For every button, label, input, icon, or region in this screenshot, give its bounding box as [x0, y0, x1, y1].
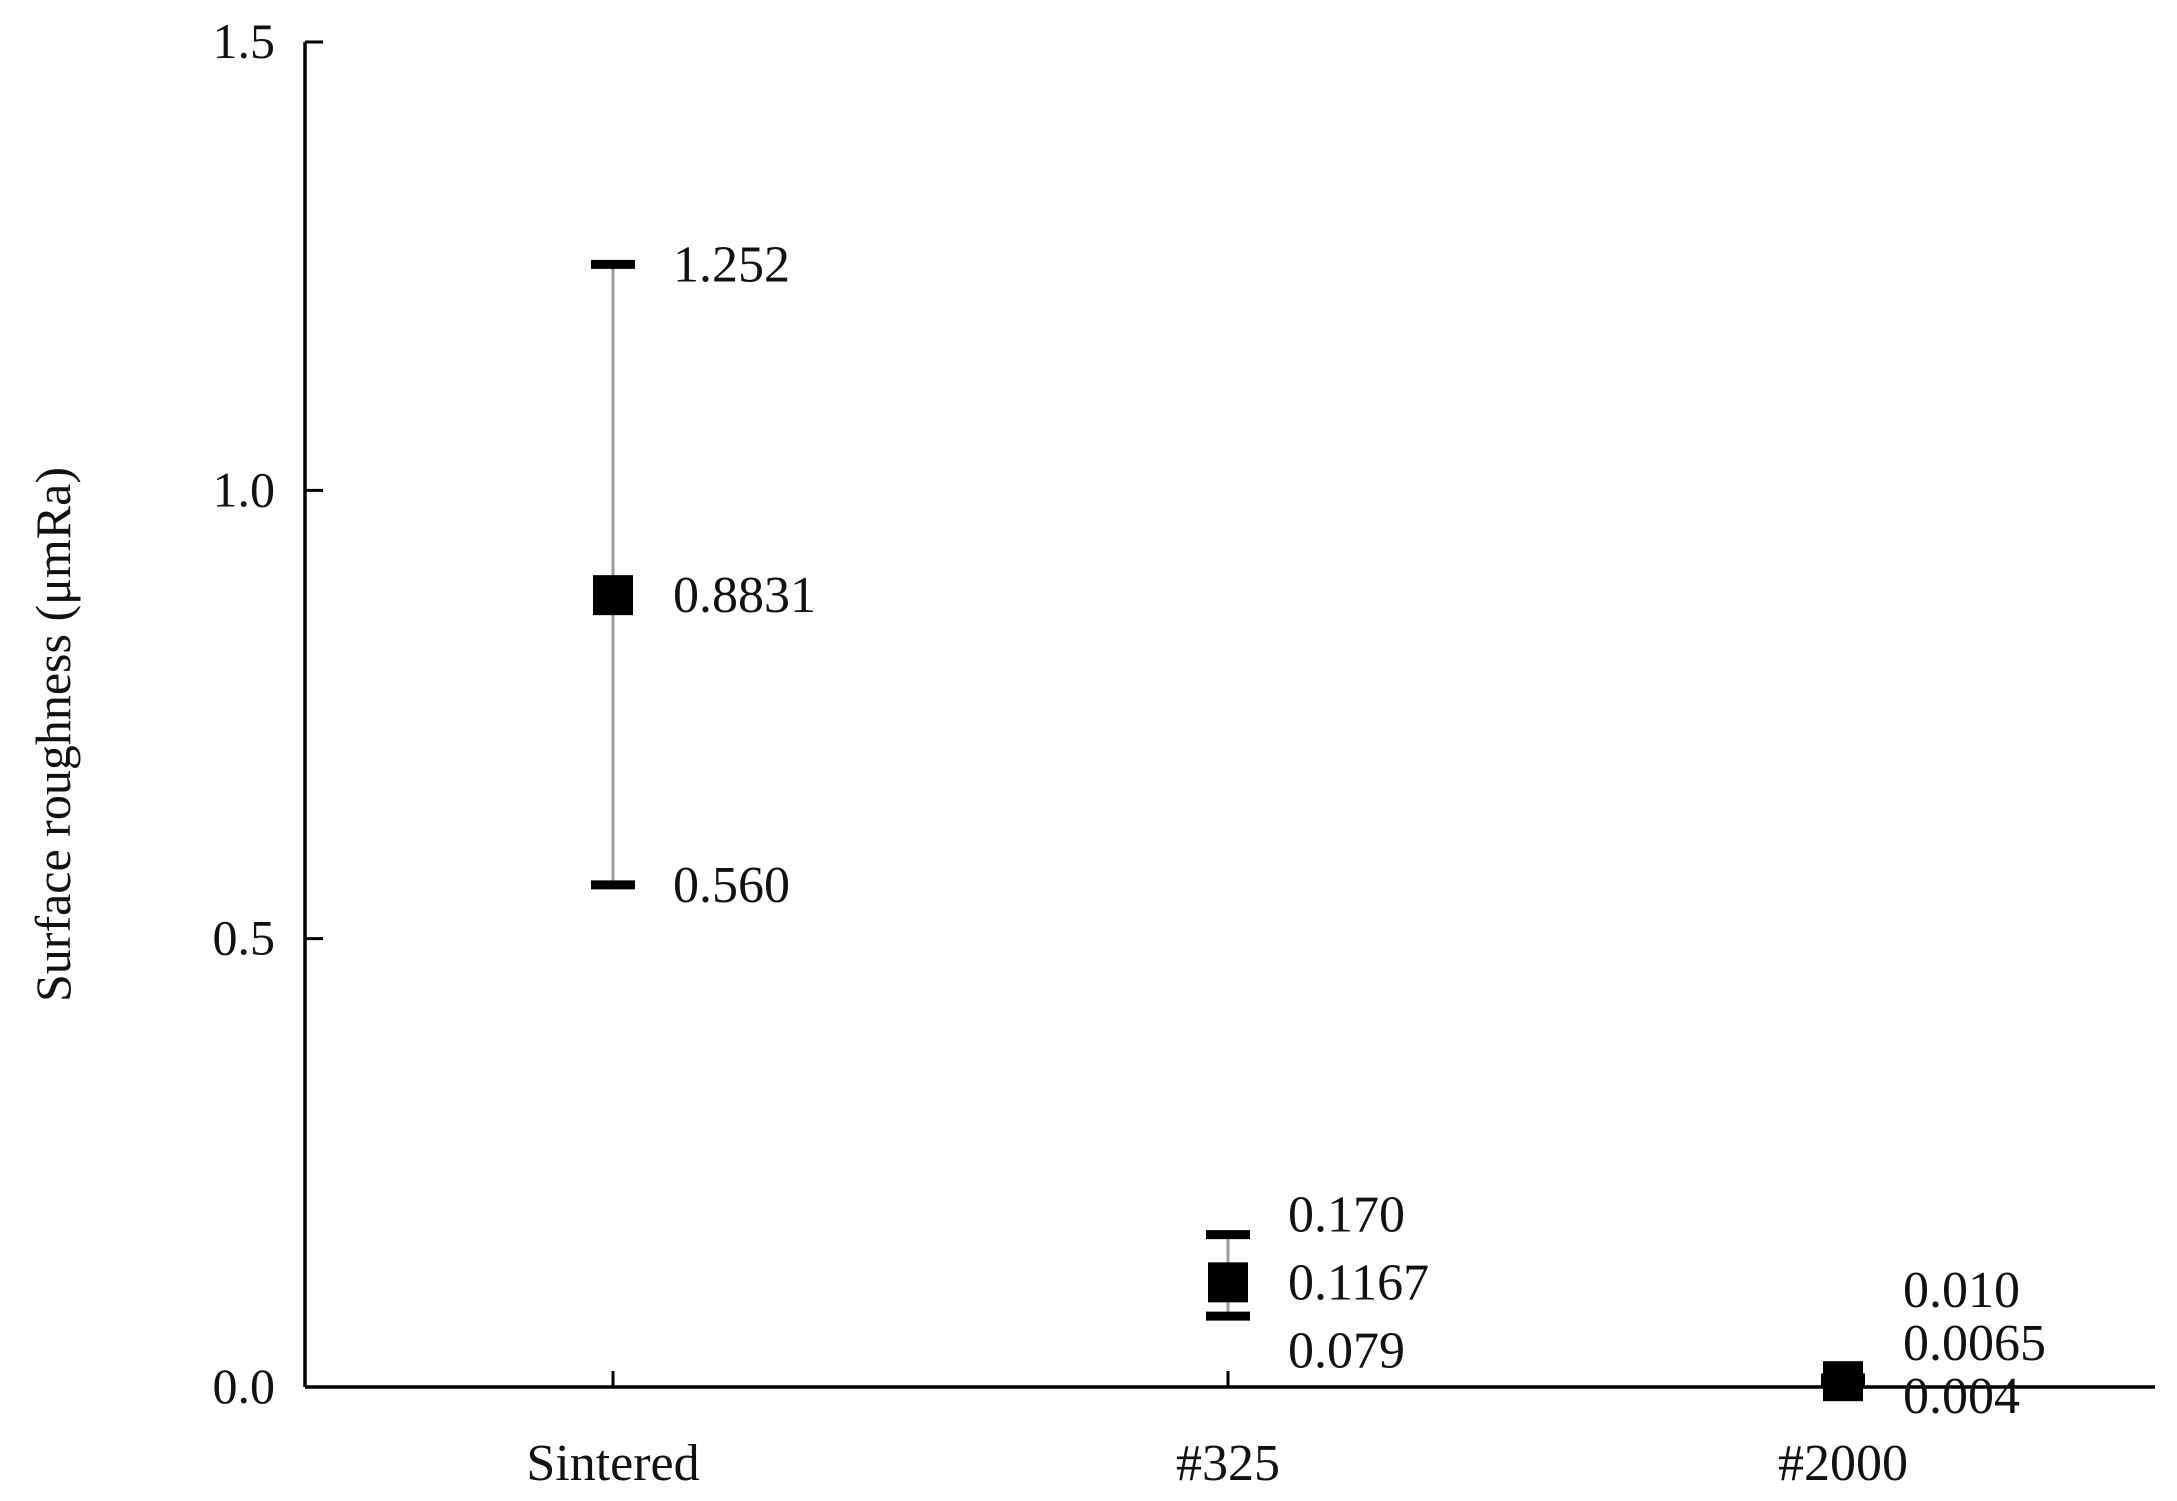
- y-tick-label: 0.0: [213, 1358, 276, 1414]
- x-tick-label: Sintered: [526, 1435, 699, 1492]
- data-label-mean: 0.0065: [1903, 1315, 2046, 1372]
- data-label-mean: 0.8831: [673, 567, 816, 624]
- y-tick-label: 1.5: [213, 13, 276, 69]
- data-point-marker: [593, 575, 633, 616]
- y-tick-label: 1.0: [213, 461, 276, 517]
- data-label-min: 0.560: [673, 857, 790, 914]
- x-tick-label: #2000: [1778, 1435, 1908, 1492]
- data-label-mean: 0.1167: [1288, 1254, 1429, 1311]
- data-point-marker: [1208, 1262, 1248, 1303]
- y-tick-label: 0.5: [213, 910, 276, 966]
- data-label-max: 1.252: [673, 236, 790, 293]
- data-point-group: 1.252 0.8831 0.560: [591, 236, 816, 914]
- data-series: 1.2520.88310.5600.1700.11670.0790.0100.0…: [591, 236, 2046, 1425]
- x-tick-label: #325: [1176, 1435, 1280, 1492]
- x-ticks: Sintered #325 #2000: [526, 1371, 1908, 1492]
- data-point-marker: [1823, 1361, 1863, 1402]
- y-ticks: 0.0 0.5 1.0 1.5: [213, 13, 323, 1414]
- axes: [303, 42, 2155, 1389]
- data-label-min: 0.079: [1288, 1322, 1405, 1379]
- y-axis-title: Surface roughness (μmRa): [25, 467, 81, 1002]
- data-label-max: 0.010: [1903, 1262, 2020, 1319]
- data-point-group: 0.170 0.1167 0.079: [1206, 1186, 1429, 1379]
- data-label-max: 0.170: [1288, 1186, 1405, 1243]
- data-label-min: 0.004: [1903, 1368, 2020, 1425]
